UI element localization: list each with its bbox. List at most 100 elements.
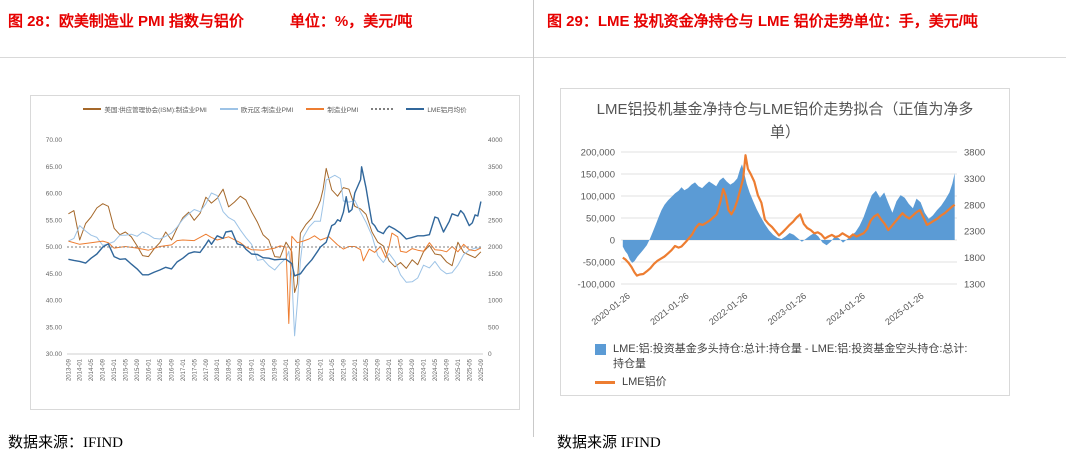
- svg-text:2021-01-26: 2021-01-26: [648, 291, 690, 327]
- figure-29-unit: 单位：手，美元/吨: [853, 13, 978, 30]
- svg-text:1500: 1500: [488, 271, 503, 278]
- svg-text:2022-05: 2022-05: [364, 358, 370, 381]
- area-swatch: [595, 344, 606, 355]
- legend-swatch: [83, 107, 102, 110]
- svg-text:65.00: 65.00: [46, 164, 63, 171]
- svg-text:2019-05: 2019-05: [261, 358, 267, 381]
- svg-text:2020-01: 2020-01: [284, 358, 290, 381]
- svg-text:2018-01: 2018-01: [215, 358, 221, 381]
- svg-text:2023-01: 2023-01: [387, 358, 393, 381]
- svg-text:55.00: 55.00: [46, 217, 63, 224]
- legend-item-net-position: LME:铝:投资基金多头持仓:总计:持仓量 - LME:铝:投资基金空头持仓:总…: [595, 342, 975, 373]
- svg-text:2021-09: 2021-09: [341, 358, 347, 381]
- legend-swatch: [219, 107, 238, 110]
- figure-29-panel: 图 29：LME 投机资金净持仓与 LME 铝价走势单位：手，美元/吨 LME铝…: [533, 0, 1066, 460]
- svg-text:50.00: 50.00: [46, 244, 63, 251]
- svg-text:2017-09: 2017-09: [204, 358, 210, 381]
- svg-text:150,000: 150,000: [581, 170, 615, 181]
- svg-text:2020-05: 2020-05: [295, 358, 301, 381]
- svg-text:2018-09: 2018-09: [238, 358, 244, 381]
- svg-text:2020-09: 2020-09: [307, 358, 313, 381]
- svg-text:3000: 3000: [488, 191, 503, 198]
- pmi-chart-svg: 30.00 35.00 40.00 45.00 50.00 55.00 60.00 65.00…: [46, 137, 503, 381]
- legend-label-price: LME铝价: [622, 375, 667, 388]
- svg-text:2000: 2000: [488, 244, 503, 251]
- svg-text:2025-05: 2025-05: [467, 358, 473, 381]
- figure-28-header: 图 28：欧美制造业 PMI 指数与铝价 单位：%，美元/吨: [8, 12, 529, 32]
- svg-text:45.00: 45.00: [46, 271, 63, 278]
- svg-text:35.00: 35.00: [46, 324, 63, 331]
- line-swatch: [595, 380, 615, 384]
- pmi-aluminum-chart-frame: 美国:供应管理协会(ISM):制造业PMI 欧元区:制造业PMI 制造业PMI LME…: [30, 95, 520, 410]
- legend-item: 欧元区:制造业PMI: [219, 104, 294, 114]
- svg-text:3800: 3800: [964, 148, 985, 159]
- legend-label-net-position: LME:铝:投资基金多头持仓:总计:持仓量 - LME:铝:投资基金空头持仓:总…: [613, 343, 968, 371]
- svg-text:2021-01: 2021-01: [318, 358, 324, 381]
- svg-text:2024-01-26: 2024-01-26: [825, 291, 867, 327]
- legend-item-price: LME铝价: [595, 375, 975, 390]
- pmi-chart-legend: 美国:供应管理协会(ISM):制造业PMI 欧元区:制造业PMI 制造业PMI LME…: [31, 96, 519, 116]
- legend-label: 欧元区:制造业PMI: [240, 106, 294, 114]
- svg-text:2023-05: 2023-05: [399, 358, 405, 381]
- svg-text:500: 500: [488, 324, 499, 331]
- svg-text:2015-01: 2015-01: [112, 358, 118, 381]
- svg-text:1300: 1300: [964, 280, 985, 291]
- svg-text:2016-01: 2016-01: [146, 358, 152, 381]
- figure-28-title: 图 28：欧美制造业 PMI 指数与铝价: [8, 13, 244, 30]
- figure-28-source: 数据来源：IFIND: [8, 435, 123, 451]
- net-position-chart-title: LME铝投机基金净持仓与LME铝价走势拟合（正值为净多单）: [596, 101, 974, 141]
- legend-label: 美国:供应管理协会(ISM):制造业PMI: [104, 106, 207, 114]
- svg-text:4000: 4000: [488, 137, 503, 144]
- legend-swatch: [406, 107, 425, 110]
- legend-item: LME铝月均价: [406, 104, 467, 114]
- figure-29-header: 图 29：LME 投机资金净持仓与 LME 铝价走势单位：手，美元/吨: [547, 12, 1062, 32]
- svg-text:2025-09: 2025-09: [479, 358, 485, 381]
- svg-text:60.00: 60.00: [46, 191, 63, 198]
- svg-text:2016-09: 2016-09: [169, 358, 175, 381]
- svg-text:2014-05: 2014-05: [89, 358, 95, 381]
- svg-text:2024-05: 2024-05: [433, 358, 439, 381]
- svg-text:1800: 1800: [964, 253, 985, 264]
- net-position-chart-svg: -100,000 -50,000 0 50,000 100,000 150,000 200,…: [577, 148, 985, 327]
- svg-text:2015-09: 2015-09: [135, 358, 141, 381]
- legend-swatch: [306, 107, 325, 110]
- svg-text:2017-05: 2017-05: [192, 358, 198, 381]
- legend-item: 美国:供应管理协会(ISM):制造业PMI: [83, 104, 207, 114]
- svg-text:70.00: 70.00: [46, 137, 63, 144]
- figure-28-panel: 图 28：欧美制造业 PMI 指数与铝价 单位：%，美元/吨 美国:供应管理协会(…: [8, 12, 529, 451]
- svg-text:2018-05: 2018-05: [227, 358, 233, 381]
- legend-item: [371, 107, 394, 110]
- legend-label: LME铝月均价: [427, 106, 467, 114]
- svg-text:-50,000: -50,000: [583, 258, 615, 269]
- figure-29-title: 图 29：LME 投机资金净持仓与 LME 铝价走势: [547, 13, 854, 30]
- svg-text:2023-09: 2023-09: [410, 358, 416, 381]
- svg-text:2022-09: 2022-09: [376, 358, 382, 381]
- svg-text:2016-05: 2016-05: [158, 358, 164, 381]
- column-divider: [533, 0, 534, 437]
- svg-text:-100,000: -100,000: [577, 280, 615, 291]
- svg-text:3500: 3500: [488, 164, 503, 171]
- svg-text:1000: 1000: [488, 298, 503, 305]
- figure-29-source: 数据来源 IFIND: [557, 435, 661, 451]
- net-position-chart-frame: LME铝投机基金净持仓与LME铝价走势拟合（正值为净多单） -100,000 -5…: [560, 88, 1010, 396]
- svg-text:2013-09: 2013-09: [66, 358, 72, 381]
- svg-text:0: 0: [610, 236, 615, 247]
- legend-label: 制造业PMI: [327, 106, 359, 114]
- figure-28-unit: 单位：%，美元/吨: [289, 13, 413, 30]
- svg-text:0: 0: [488, 351, 492, 358]
- svg-text:50,000: 50,000: [586, 214, 615, 225]
- svg-text:40.00: 40.00: [46, 298, 63, 305]
- svg-text:30.00: 30.00: [46, 351, 63, 358]
- svg-text:2024-01: 2024-01: [422, 358, 428, 381]
- svg-text:2020-01-26: 2020-01-26: [590, 291, 632, 327]
- svg-text:100,000: 100,000: [581, 192, 615, 203]
- svg-text:2025-01: 2025-01: [456, 358, 462, 381]
- svg-text:2021-05: 2021-05: [330, 358, 336, 381]
- svg-text:2014-01: 2014-01: [78, 358, 84, 381]
- net-position-chart-legend: LME:铝:投资基金多头持仓:总计:持仓量 - LME:铝:投资基金空头持仓:总…: [595, 342, 1009, 390]
- svg-text:2022-01: 2022-01: [353, 358, 359, 381]
- legend-item: 制造业PMI: [306, 104, 358, 114]
- svg-text:3300: 3300: [964, 174, 985, 185]
- svg-text:2022-01-26: 2022-01-26: [707, 291, 749, 327]
- svg-text:2500: 2500: [488, 217, 503, 224]
